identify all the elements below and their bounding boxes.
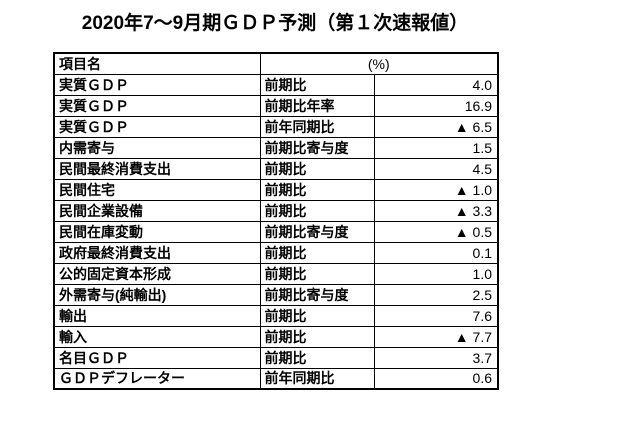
measure-cell: 前期比 [259, 346, 375, 369]
measure-cell: 前期比寄与度 [259, 283, 375, 306]
item-cell: ＧＤＰデフレーター [53, 367, 261, 390]
measure-cell: 前期比 [259, 73, 375, 96]
measure-cell: 前期比年率 [259, 94, 375, 117]
item-cell: 民間企業設備 [53, 199, 261, 222]
item-cell: 内需寄与 [53, 136, 261, 159]
item-cell: 外需寄与(純輸出) [53, 283, 261, 306]
value-cell: 1.5 [373, 136, 499, 159]
value-cell: 4.5 [373, 157, 499, 180]
table-row: 内需寄与 前期比寄与度 1.5 [53, 136, 499, 159]
table-row: 民間住宅 前期比 ▲ 1.0 [53, 178, 499, 201]
item-cell: 実質ＧＤＰ [53, 94, 261, 117]
value-cell: 16.9 [373, 94, 499, 117]
table-row: 実質ＧＤＰ 前年同期比 ▲ 6.5 [53, 115, 499, 138]
measure-cell: 前期比 [259, 262, 375, 285]
value-cell: 4.0 [373, 73, 499, 96]
page-title: 2020年7～9月期ＧＤＰ予測（第１次速報値） [81, 13, 469, 34]
table-row: 公的固定資本形成 前期比 1.0 [53, 262, 499, 285]
table-row: 実質ＧＤＰ 前期比 4.0 [53, 73, 499, 96]
item-cell: 名目ＧＤＰ [53, 346, 261, 369]
value-cell: ▲ 7.7 [373, 325, 499, 348]
item-name-header: 項目名 [53, 52, 261, 75]
table-header-row: 項目名 (%) [53, 52, 499, 75]
value-cell: ▲ 1.0 [373, 178, 499, 201]
measure-cell: 前期比寄与度 [259, 136, 375, 159]
measure-cell: 前期比 [259, 199, 375, 222]
measure-cell: 前年同期比 [259, 367, 375, 390]
table-row: 民間企業設備 前期比 ▲ 3.3 [53, 199, 499, 222]
value-cell: 3.7 [373, 346, 499, 369]
measure-cell: 前年同期比 [259, 115, 375, 138]
table-row: ＧＤＰデフレーター 前年同期比 0.6 [53, 367, 499, 390]
item-cell: 民間在庫変動 [53, 220, 261, 243]
item-cell: 実質ＧＤＰ [53, 115, 261, 138]
table-row: 実質ＧＤＰ 前期比年率 16.9 [53, 94, 499, 117]
measure-cell: 前期比 [259, 178, 375, 201]
table-row: 民間在庫変動 前期比寄与度 ▲ 0.5 [53, 220, 499, 243]
item-cell: 民間住宅 [53, 178, 261, 201]
table-row: 民間最終消費支出 前期比 4.5 [53, 157, 499, 180]
item-cell: 輸入 [53, 325, 261, 348]
item-cell: 実質ＧＤＰ [53, 73, 261, 96]
value-cell: 1.0 [373, 262, 499, 285]
value-cell: 7.6 [373, 304, 499, 327]
value-cell: ▲ 0.5 [373, 220, 499, 243]
measure-cell: 前期比 [259, 325, 375, 348]
item-cell: 輸出 [53, 304, 261, 327]
table-row: 輸出 前期比 7.6 [53, 304, 499, 327]
measure-cell: 前期比寄与度 [259, 220, 375, 243]
item-cell: 民間最終消費支出 [53, 157, 261, 180]
value-cell: 2.5 [373, 283, 499, 306]
measure-cell: 前期比 [259, 304, 375, 327]
table-row: 名目ＧＤＰ 前期比 3.7 [53, 346, 499, 369]
item-cell: 公的固定資本形成 [53, 262, 261, 285]
value-cell: ▲ 3.3 [373, 199, 499, 222]
unit-header: (%) [259, 52, 499, 75]
table-row: 外需寄与(純輸出) 前期比寄与度 2.5 [53, 283, 499, 306]
measure-cell: 前期比 [259, 241, 375, 264]
gdp-forecast-table: 項目名 (%) 実質ＧＤＰ 前期比 4.0 実質ＧＤＰ 前期比年率 16.9 実… [53, 52, 499, 390]
measure-cell: 前期比 [259, 157, 375, 180]
table-row: 政府最終消費支出 前期比 0.1 [53, 241, 499, 264]
item-cell: 政府最終消費支出 [53, 241, 261, 264]
value-cell: 0.1 [373, 241, 499, 264]
report-content: 2020年7～9月期ＧＤＰ予測（第１次速報値） 項目名 (%) 実質ＧＤＰ 前期… [53, 8, 499, 390]
table-row: 輸入 前期比 ▲ 7.7 [53, 325, 499, 348]
table-body: 実質ＧＤＰ 前期比 4.0 実質ＧＤＰ 前期比年率 16.9 実質ＧＤＰ 前年同… [53, 73, 499, 390]
value-cell: 0.6 [373, 367, 499, 390]
value-cell: ▲ 6.5 [373, 115, 499, 138]
